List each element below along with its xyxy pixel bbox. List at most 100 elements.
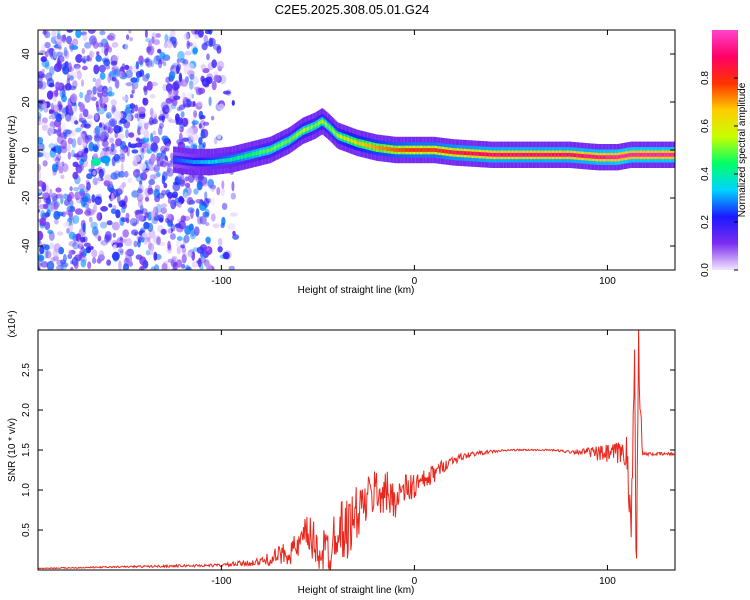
ridge-mark [319,121,321,125]
noise-speckle [134,142,143,148]
ridge-mark [349,138,351,142]
snr-y-ticks: 0.5 1.0 1.5 2.0 2.5 [21,363,675,537]
ridge-mark [351,139,353,143]
noise-speckle [181,137,189,142]
noise-speckle [169,233,176,240]
noise-speckle [91,194,96,203]
noise-speckle [56,231,64,236]
spectrogram-x-ticks: -100 0 100 [211,30,616,287]
ridge-mark [326,122,328,127]
ridge-mark [518,152,520,157]
noise-speckle [209,184,217,190]
noise-speckle [170,152,174,160]
noise-speckle [116,242,124,248]
noise-speckle [144,30,148,38]
ridge-mark [287,139,290,143]
ridge-mark [671,152,673,157]
ridge-mark [304,128,306,132]
ridge-mark [585,154,587,159]
noise-speckle [106,220,113,226]
noise-speckle [213,74,220,83]
ridge-mark [571,153,573,157]
noise-speckle [154,264,160,270]
noise-speckle [180,244,186,249]
noise-speckle [176,236,183,242]
ridge-mark [489,152,491,157]
ridge-mark [180,158,182,163]
noise-speckle [51,30,57,38]
ridge-mark [301,129,303,134]
noise-speckle [208,96,212,107]
ridge-mark [630,152,632,157]
noise-speckle [41,124,49,131]
noise-speckle [87,261,92,270]
noise-speckle [76,70,82,80]
noise-speckle [147,142,151,150]
ridge-mark [183,159,185,163]
ridge-mark [272,146,274,151]
noise-speckle [144,196,150,202]
noise-speckle [106,91,113,97]
ridge-mark [392,147,394,152]
noise-speckle [203,197,209,208]
noise-speckle [43,203,49,210]
noise-speckle [123,171,130,177]
ridge-mark [431,148,433,152]
ridge-mark [321,119,323,124]
ridge-mark [605,155,607,160]
ridge-mark [217,159,219,164]
noise-speckle [165,76,171,84]
snr-x-ticks: -100 0 100 [211,330,616,587]
noise-speckle [217,246,223,253]
noise-speckle [42,192,49,199]
y-tick-label: 1.5 [21,443,32,457]
noise-speckle [179,177,183,185]
noise-speckle [198,30,204,37]
noise-speckle [124,64,130,71]
noise-speckle [147,187,154,195]
ridge-mark [407,148,409,152]
ridge-mark [176,158,178,162]
noise-speckle [161,149,167,160]
noise-speckle [153,173,158,180]
noise-speckle [88,168,94,173]
ridge-mark [468,151,470,156]
ridge-mark [405,148,408,152]
ridge-mark [356,140,358,145]
noise-speckle [179,58,186,64]
noise-speckle [46,260,55,270]
ridge-mark [210,160,212,164]
noise-speckle [110,208,117,215]
noise-speckle [167,258,175,263]
noise-speckle [79,102,85,113]
ridge-mark [613,155,615,160]
noise-speckle [58,166,64,174]
noise-speckle [92,145,99,153]
ridge-mark [335,131,337,136]
ridge-mark [565,152,567,157]
noise-speckle [190,133,199,142]
noise-speckle [38,238,41,245]
noise-speckle [171,255,178,263]
ridge-mark [661,152,664,157]
noise-speckle [69,75,74,81]
noise-speckle [186,98,192,108]
ridge-mark [586,154,588,159]
noise-speckle [148,243,155,252]
noise-speckle [44,249,49,259]
noise-speckle [147,241,152,250]
ridge-mark [271,147,273,151]
ridge-mark [521,152,523,157]
noise-speckle [179,126,184,133]
ridge-mark [368,144,371,148]
ridge-mark [480,152,482,156]
noise-speckle [199,119,206,129]
noise-speckle [164,33,169,43]
noise-speckle [194,226,200,237]
noise-speckle [161,135,169,142]
noise-speckle [38,254,44,263]
noise-speckle [212,223,220,229]
noise-speckle [53,210,61,220]
noise-speckle [162,83,168,92]
noise-speckle [63,222,69,228]
